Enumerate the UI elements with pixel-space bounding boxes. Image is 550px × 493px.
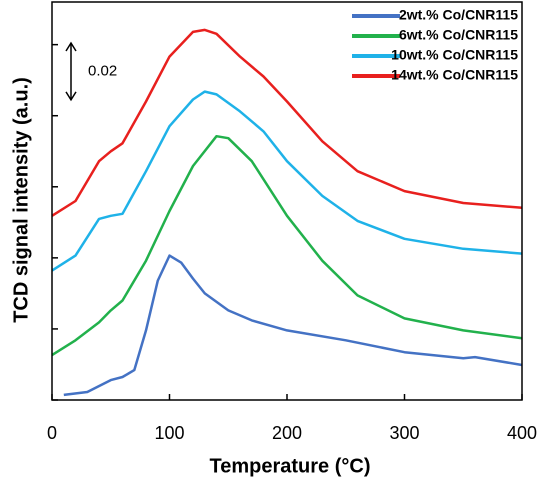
legend-label: 6wt.% Co/CNR115 <box>399 27 518 43</box>
series-line <box>51 90 523 272</box>
scale-label: 0.02 <box>88 62 117 79</box>
x-tick-label: 200 <box>272 423 302 443</box>
legend-label: 14wt.% Co/CNR115 <box>391 67 518 83</box>
legend-label: 2wt.% Co/CNR115 <box>399 7 518 23</box>
plot-frame <box>51 1 523 401</box>
x-tick-label: 300 <box>389 423 419 443</box>
x-tick-label: 100 <box>154 423 184 443</box>
arrow-head <box>65 91 77 102</box>
y-axis-title: TCD signal intensity (a.u.) <box>10 77 32 323</box>
x-tick-label: 0 <box>47 423 57 443</box>
x-tick-label: 400 <box>507 423 537 443</box>
x-axis-title: Temperature (°C) <box>210 455 371 477</box>
series-line <box>51 28 523 217</box>
series-line <box>51 134 523 357</box>
legend-label: 10wt.% Co/CNR115 <box>391 47 518 63</box>
series-line <box>63 254 523 397</box>
arrow-head <box>65 41 77 52</box>
